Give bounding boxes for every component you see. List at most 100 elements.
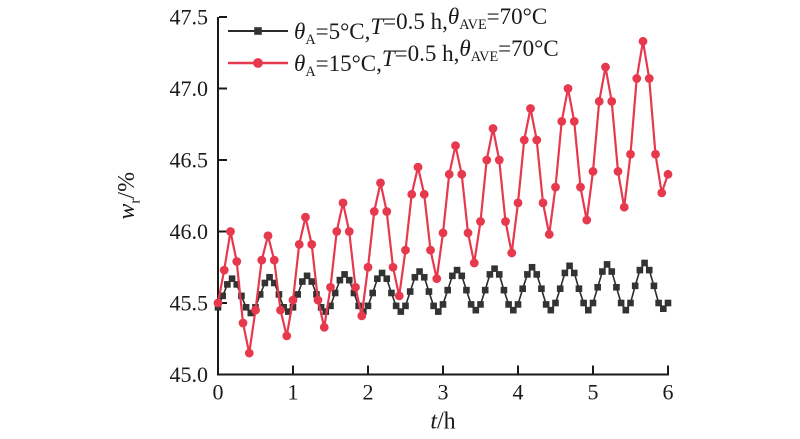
- data-point-marker: [557, 116, 567, 126]
- data-point-marker: [435, 308, 442, 315]
- legend-marker-circle: [253, 58, 263, 68]
- data-point-marker: [439, 301, 447, 308]
- x-tick-label: 1: [288, 380, 299, 405]
- data-point-marker: [607, 96, 617, 106]
- data-point-marker: [363, 262, 373, 272]
- data-point-marker: [472, 306, 480, 314]
- data-point-marker: [308, 278, 316, 285]
- data-point-marker: [289, 303, 297, 311]
- data-point-marker: [307, 239, 317, 249]
- data-point-marker: [594, 96, 604, 106]
- data-point-marker: [582, 215, 592, 225]
- data-point-marker: [589, 299, 597, 307]
- data-point-marker: [369, 289, 376, 297]
- y-tick-label: 46.5: [170, 148, 209, 173]
- data-point-marker: [627, 299, 634, 307]
- data-point-marker: [608, 268, 616, 275]
- data-point-marker: [599, 268, 606, 275]
- data-point-marker: [524, 271, 531, 278]
- data-point-marker: [495, 271, 503, 278]
- data-point-marker: [350, 289, 358, 297]
- data-point-marker: [651, 149, 660, 159]
- data-point-marker: [351, 282, 360, 292]
- data-point-marker: [338, 198, 348, 208]
- data-point-marker: [449, 272, 456, 280]
- data-point-marker: [392, 302, 400, 310]
- x-tick-label: 4: [513, 380, 524, 405]
- data-point-marker: [331, 289, 339, 297]
- data-point-marker: [463, 228, 473, 238]
- data-point-marker: [285, 308, 292, 315]
- data-point-marker: [657, 188, 667, 198]
- data-point-marker: [326, 282, 335, 292]
- data-point-marker: [510, 306, 517, 314]
- y-tick-label: 45.0: [170, 362, 209, 387]
- data-point-marker: [269, 255, 279, 265]
- data-point-marker: [394, 291, 404, 301]
- data-point-marker: [547, 306, 555, 314]
- data-point-marker: [263, 231, 273, 241]
- x-tick-label: 3: [438, 380, 449, 405]
- data-point-marker: [619, 202, 629, 212]
- data-point-marker: [282, 331, 292, 341]
- data-point-marker: [663, 169, 673, 179]
- data-point-marker: [501, 217, 510, 226]
- data-point-marker: [444, 169, 454, 179]
- x-axis-label: t/h: [430, 409, 455, 435]
- data-point-marker: [626, 149, 635, 159]
- data-point-marker: [453, 266, 461, 274]
- data-point-marker: [247, 309, 255, 317]
- data-point-marker: [382, 207, 392, 216]
- data-point-marker: [617, 299, 625, 307]
- data-point-marker: [526, 104, 535, 113]
- data-point-marker: [257, 255, 267, 265]
- data-point-marker: [226, 227, 235, 236]
- x-tick-label: 2: [363, 380, 374, 405]
- data-point-marker: [513, 198, 523, 208]
- data-point-marker: [594, 283, 601, 291]
- data-point-marker: [430, 302, 437, 310]
- data-point-marker: [491, 265, 498, 272]
- data-point-marker: [319, 322, 329, 332]
- data-point-marker: [613, 283, 620, 291]
- data-point-marker: [576, 182, 585, 192]
- data-point-marker: [376, 178, 385, 188]
- legend-label: θA=15°C,T=0.5 h,θAVE=70°C: [294, 36, 559, 80]
- data-point-marker: [580, 299, 587, 307]
- data-point-marker: [655, 299, 662, 307]
- data-point-marker: [233, 281, 241, 288]
- x-tick-label: 6: [663, 380, 674, 405]
- data-point-marker: [345, 276, 353, 284]
- data-point-marker: [631, 282, 639, 290]
- data-point-marker: [256, 291, 264, 298]
- data-point-marker: [477, 301, 484, 308]
- data-point-marker: [451, 141, 460, 151]
- data-point-marker: [636, 266, 644, 274]
- y-tick-label: 47.0: [170, 76, 209, 101]
- data-point-marker: [519, 135, 529, 145]
- data-point-marker: [425, 288, 433, 295]
- data-point-marker: [566, 262, 573, 270]
- data-point-marker: [551, 182, 560, 192]
- data-point-marker: [383, 275, 391, 282]
- y-tick-label: 47.5: [170, 5, 209, 30]
- data-point-marker: [544, 229, 554, 239]
- data-point-marker: [266, 273, 273, 281]
- data-point-marker: [232, 257, 242, 266]
- data-point-marker: [378, 269, 386, 277]
- data-point-marker: [650, 282, 658, 290]
- data-point-marker: [219, 265, 229, 275]
- data-point-marker: [505, 301, 512, 308]
- data-point-marker: [457, 169, 467, 179]
- data-point-marker: [251, 305, 260, 315]
- data-point-marker: [467, 301, 475, 308]
- data-point-marker: [238, 292, 245, 300]
- data-point-marker: [469, 258, 479, 268]
- legend-entry-thetaA-5C: θA=5°C,T=0.5 h,θAVE=70°C: [228, 4, 547, 48]
- data-point-marker: [276, 305, 285, 315]
- legend: θA=5°C,T=0.5 h,θAVE=70°CθA=15°C,T=0.5 h,…: [228, 4, 559, 80]
- data-point-marker: [519, 285, 526, 292]
- data-point-marker: [561, 269, 569, 277]
